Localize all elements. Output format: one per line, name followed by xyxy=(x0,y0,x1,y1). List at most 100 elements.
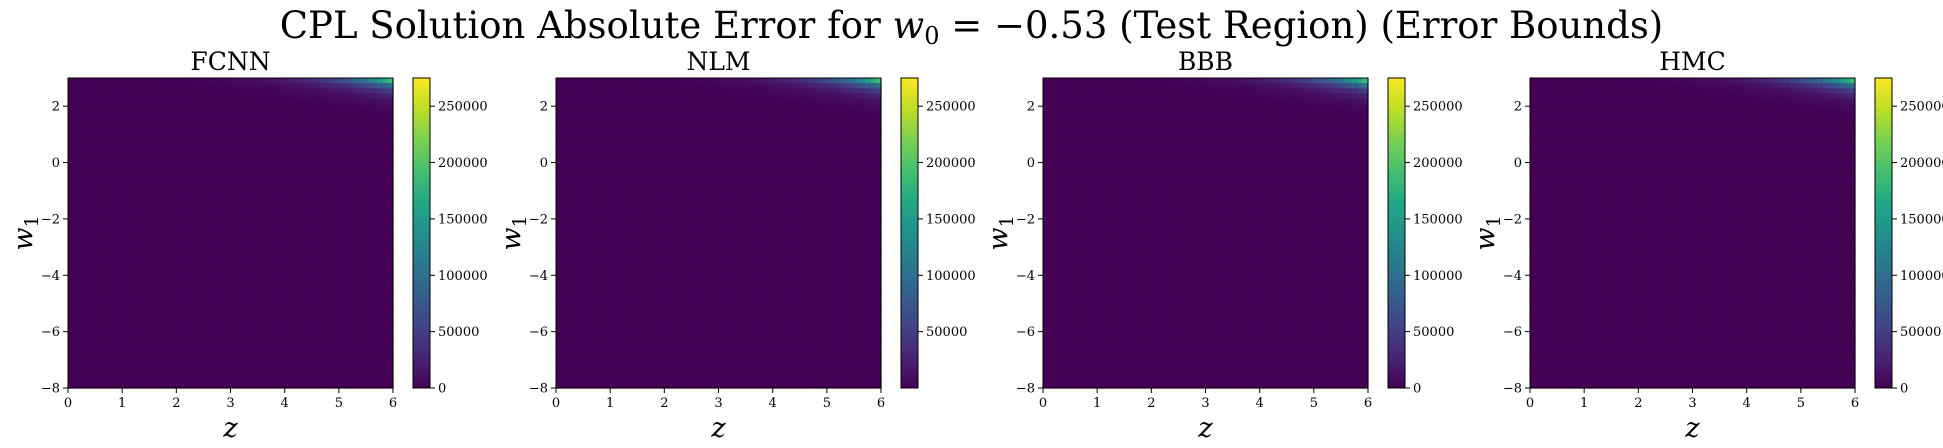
heatmap-cell xyxy=(133,341,140,348)
heatmap-cell xyxy=(637,155,644,162)
heatmap-cell xyxy=(626,196,633,203)
heatmap-cell xyxy=(100,279,107,286)
heatmap-cell xyxy=(241,310,248,317)
heatmap-cell xyxy=(648,253,655,260)
heatmap-cell xyxy=(263,382,270,389)
heatmap-cell xyxy=(604,269,611,275)
heatmap-cell xyxy=(187,284,194,291)
heatmap-cell xyxy=(73,326,80,332)
heatmap-cell xyxy=(610,119,617,126)
heatmap-cell xyxy=(122,103,129,110)
heatmap-cell xyxy=(252,289,259,296)
heatmap-cell xyxy=(664,269,671,275)
heatmap-cell xyxy=(230,284,237,291)
heatmap-cell xyxy=(116,351,123,358)
heatmap-cell xyxy=(230,191,237,198)
heatmap-cell xyxy=(241,129,248,136)
heatmap-cell xyxy=(349,109,356,115)
heatmap-cell xyxy=(230,269,237,275)
heatmap-cell xyxy=(675,103,682,110)
heatmap-cell xyxy=(181,165,188,172)
heatmap-cell xyxy=(138,253,145,260)
heatmap-cell xyxy=(214,279,221,286)
heatmap-cell xyxy=(176,88,183,95)
heatmap-cell xyxy=(604,227,611,234)
heatmap-cell xyxy=(599,155,606,162)
heatmap-cell xyxy=(322,382,329,389)
colorbar-tick-label: 100000 xyxy=(438,269,488,284)
heatmap-cell xyxy=(664,336,671,343)
heatmap-cell xyxy=(577,124,584,131)
heatmap-cell xyxy=(642,83,649,89)
heatmap-cell xyxy=(566,165,573,172)
heatmap-cell xyxy=(143,346,150,353)
heatmap-cell xyxy=(360,320,367,327)
heatmap-cell xyxy=(658,346,665,353)
heatmap-cell xyxy=(268,217,275,224)
heatmap-cell xyxy=(116,160,123,167)
heatmap-cell xyxy=(566,176,573,182)
heatmap-cell xyxy=(577,140,584,146)
heatmap-cell xyxy=(387,315,394,322)
heatmap-cell xyxy=(615,233,622,239)
heatmap-cell xyxy=(371,351,378,358)
heatmap-cell xyxy=(371,289,378,296)
heatmap-cell xyxy=(273,310,280,317)
heatmap-cell xyxy=(626,258,633,265)
heatmap-cell xyxy=(300,295,307,301)
heatmap-cell xyxy=(219,171,226,177)
heatmap-cell xyxy=(149,284,156,291)
heatmap-cell xyxy=(68,315,75,322)
heatmap-cell xyxy=(626,269,633,275)
heatmap-cell xyxy=(187,83,194,89)
heatmap-cell xyxy=(328,145,335,151)
heatmap-cell xyxy=(371,145,378,151)
heatmap-cell xyxy=(165,98,172,105)
heatmap-cell xyxy=(566,233,573,239)
heatmap-cell xyxy=(133,351,140,358)
heatmap-cell xyxy=(317,279,324,286)
heatmap-cell xyxy=(165,78,172,84)
heatmap-cell xyxy=(615,176,622,182)
heatmap-cell xyxy=(306,176,313,182)
heatmap-cell xyxy=(664,103,671,110)
heatmap-cell xyxy=(78,78,85,84)
heatmap-cell xyxy=(192,202,199,208)
heatmap-cell xyxy=(566,253,573,260)
heatmap-cell xyxy=(577,351,584,358)
heatmap-cell xyxy=(610,160,617,167)
heatmap-cell xyxy=(631,88,638,95)
heatmap-cell xyxy=(84,372,91,379)
heatmap-cell xyxy=(371,196,378,203)
heatmap-cell xyxy=(376,88,383,95)
heatmap-cell xyxy=(300,382,307,389)
heatmap-cell xyxy=(593,233,600,239)
heatmap-cell xyxy=(317,129,324,136)
heatmap-cell xyxy=(300,233,307,239)
heatmap-cell xyxy=(290,103,297,110)
heatmap-cell xyxy=(577,331,584,337)
heatmap-cell xyxy=(572,382,579,389)
heatmap-cell xyxy=(653,351,660,358)
heatmap-cell xyxy=(111,248,118,255)
heatmap-cell xyxy=(181,103,188,110)
heatmap-cell xyxy=(295,98,302,105)
heatmap-cell xyxy=(154,227,161,234)
heatmap-cell xyxy=(95,320,102,327)
heatmap-cell xyxy=(653,140,660,146)
heatmap-cell xyxy=(160,258,167,265)
heatmap-cell xyxy=(328,300,335,306)
heatmap-cell xyxy=(284,160,291,167)
heatmap-cell xyxy=(284,377,291,384)
heatmap-cell xyxy=(556,351,563,358)
heatmap-cell xyxy=(105,78,112,84)
heatmap-cell xyxy=(160,191,167,198)
heatmap-cell xyxy=(664,367,671,374)
heatmap-cell xyxy=(572,315,579,322)
heatmap-cell xyxy=(84,103,91,110)
heatmap-cell xyxy=(170,243,177,250)
heatmap-cell xyxy=(208,295,215,301)
heatmap-cell xyxy=(328,171,335,177)
heatmap-cell xyxy=(95,109,102,115)
heatmap-cell xyxy=(631,284,638,291)
